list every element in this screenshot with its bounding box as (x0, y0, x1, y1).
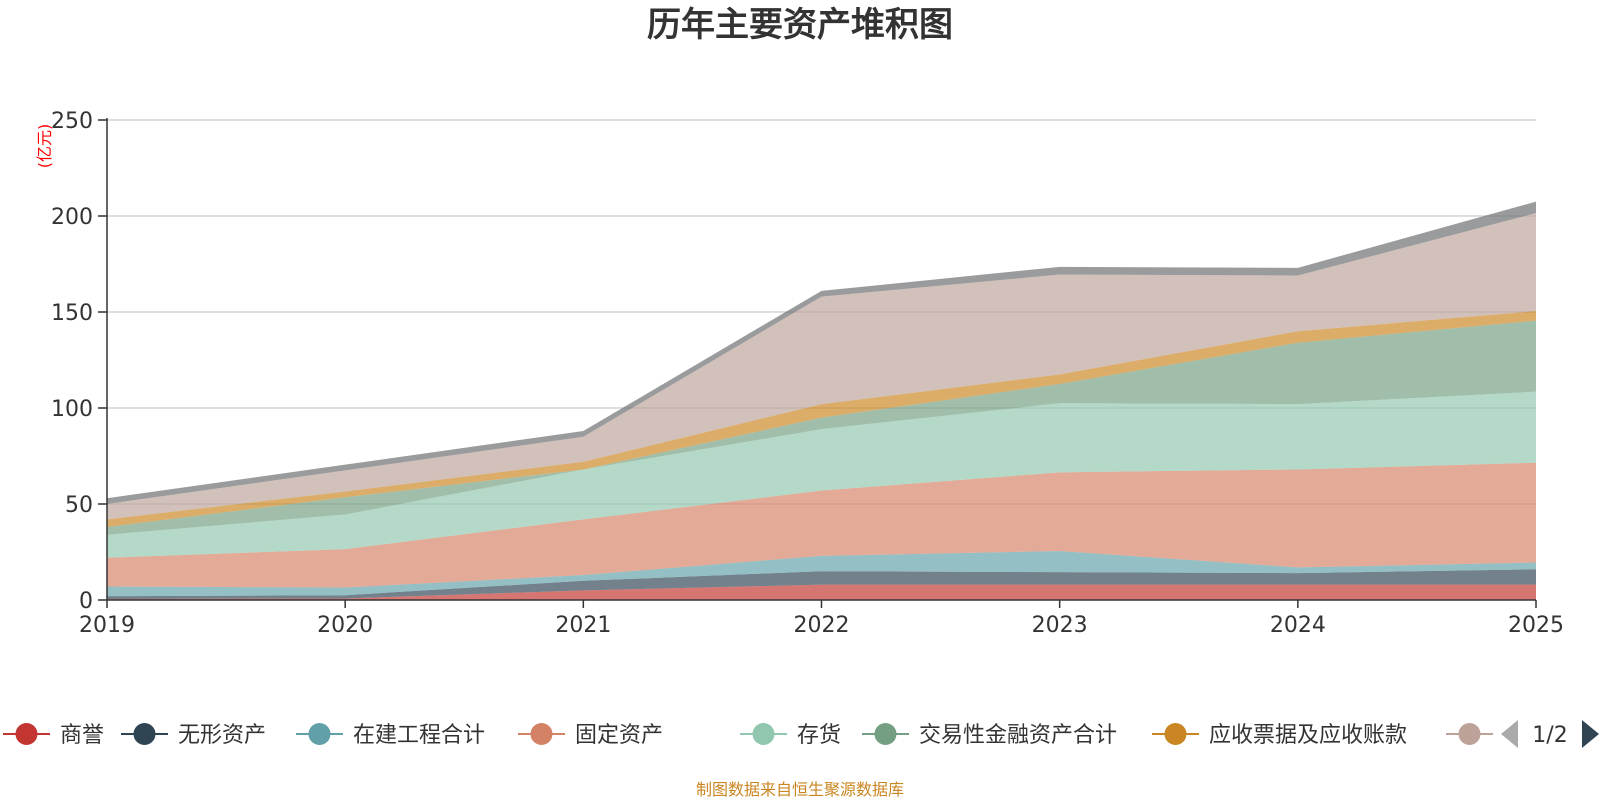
x-tick-label: 2023 (1032, 613, 1088, 638)
legend-marker (308, 723, 331, 745)
legend-item-1[interactable]: 商誉 (3, 723, 104, 748)
legend-item-8[interactable] (1446, 723, 1493, 745)
source-note: 制图数据来自恒生聚源数据库 (696, 780, 904, 799)
x-tick-label: 2025 (1508, 613, 1564, 638)
legend-label: 交易性金融资产合计 (919, 723, 1117, 748)
legend-marker (530, 723, 553, 745)
area-series-6[interactable] (107, 320, 1536, 535)
area-series-3[interactable] (107, 551, 1536, 597)
area-series-1[interactable] (107, 584, 1536, 600)
area-series-8[interactable] (107, 213, 1536, 520)
legend-marker (15, 723, 38, 745)
legend-label: 应收票据及应收账款 (1209, 723, 1407, 748)
legend-item-2[interactable]: 无形资产 (121, 723, 266, 748)
area-series-2[interactable] (107, 569, 1536, 600)
y-axis-unit-label: (亿元) (35, 124, 54, 169)
legend-label: 固定资产 (575, 723, 663, 748)
x-tick-label: 2021 (555, 613, 611, 638)
x-tick-label: 2019 (79, 613, 135, 638)
x-tick-label: 2020 (317, 613, 373, 638)
legend-item-3[interactable]: 在建工程合计 (296, 723, 485, 748)
y-tick-label: 250 (51, 109, 93, 134)
legend-label: 无形资产 (178, 723, 266, 748)
y-tick-label: 100 (51, 397, 93, 422)
legend-marker (133, 723, 156, 745)
legend-prev-page-icon[interactable] (1501, 720, 1518, 748)
y-tick-label: 50 (65, 493, 93, 518)
legend-item-4[interactable]: 固定资产 (518, 723, 663, 748)
y-tick-label: 0 (79, 589, 93, 614)
x-tick-label: 2022 (794, 613, 850, 638)
legend-page-indicator: 1/2 (1532, 723, 1567, 748)
area-series-5[interactable] (107, 391, 1536, 558)
legend-label: 在建工程合计 (353, 723, 485, 748)
legend-item-6[interactable]: 交易性金融资产合计 (862, 723, 1117, 748)
area-series-7[interactable] (107, 311, 1536, 528)
legend-item-5[interactable]: 存货 (740, 723, 841, 748)
legend-marker (752, 723, 775, 745)
x-tick-label: 2024 (1270, 613, 1326, 638)
legend-label: 商誉 (60, 723, 104, 748)
y-tick-label: 200 (51, 205, 93, 230)
chart-title: 历年主要资产堆积图 (647, 5, 953, 45)
legend-marker (1164, 723, 1187, 745)
legend-marker (1458, 723, 1481, 745)
legend-label: 存货 (797, 723, 841, 748)
legend-next-page-icon[interactable] (1582, 720, 1599, 748)
legend-item-7[interactable]: 应收票据及应收账款 (1152, 723, 1407, 748)
legend-marker (874, 723, 897, 745)
y-tick-label: 150 (51, 301, 93, 326)
area-series-4[interactable] (107, 462, 1536, 588)
